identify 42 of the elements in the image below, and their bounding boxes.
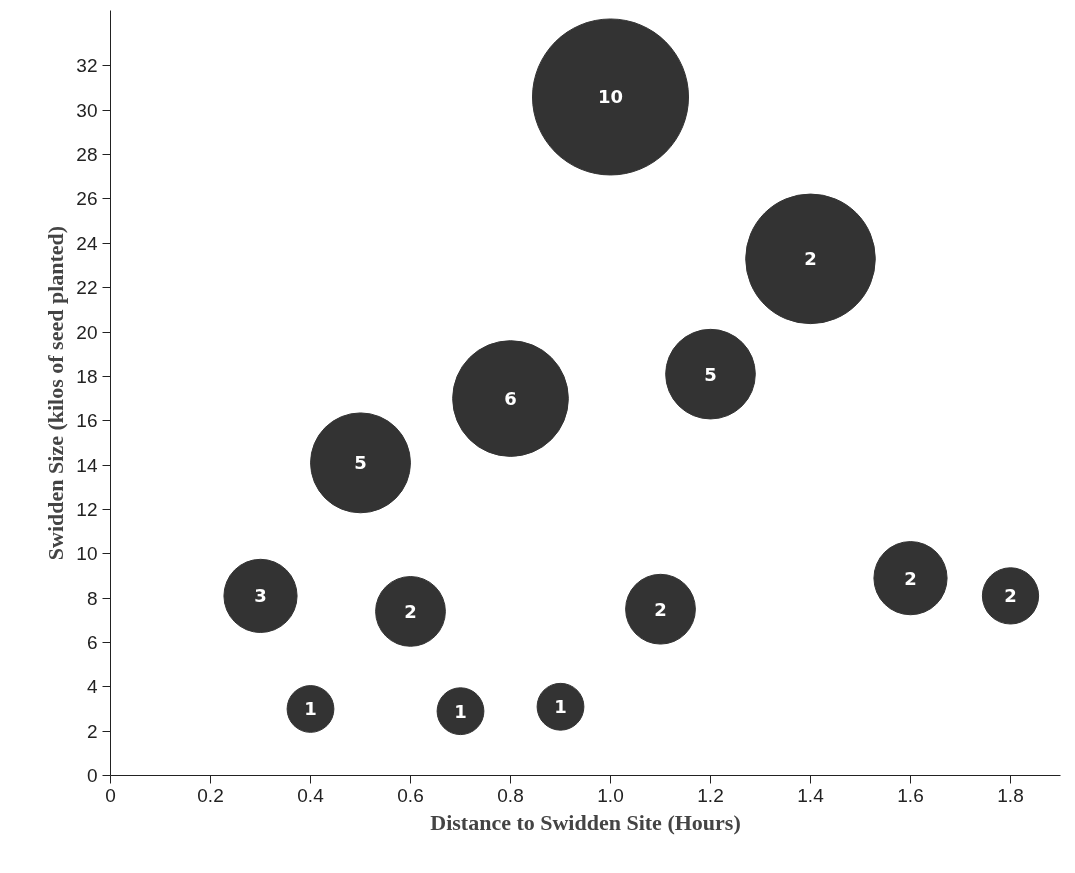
y-tick-label: 8 — [86, 587, 98, 609]
y-tick-label: 14 — [76, 454, 98, 476]
x-axis-title: Distance to Swidden Site (Hours) — [430, 809, 741, 835]
y-tick-label: 26 — [76, 188, 98, 210]
x-tick-label: 0.4 — [297, 784, 325, 806]
y-tick-label: 0 — [86, 765, 98, 786]
annotation: 2 — [904, 567, 917, 589]
annotation: 10 — [597, 86, 624, 108]
annotation: 1 — [554, 696, 567, 718]
annotation: 2 — [654, 598, 667, 620]
annotation: 2 — [404, 600, 417, 622]
annotation: 1 — [304, 698, 317, 720]
y-tick-label: 24 — [76, 232, 98, 254]
y-tick-label: 16 — [76, 410, 98, 432]
annotation: 2 — [1004, 585, 1017, 607]
annotation: 2 — [804, 248, 817, 270]
y-tick-label: 30 — [76, 99, 98, 121]
x-tick-label: 1.8 — [997, 784, 1024, 806]
y-tick-label: 18 — [76, 365, 98, 387]
y-tick-label: 10 — [76, 543, 98, 565]
annotation: 5 — [354, 452, 367, 474]
y-axis-title: Swidden Size (kilos of seed planted) — [43, 225, 69, 561]
y-tick-label: 32 — [76, 55, 98, 77]
y-tick-label: 2 — [86, 720, 98, 742]
y-tick-label: 22 — [76, 277, 98, 299]
x-tick-label: 1.4 — [797, 784, 825, 806]
x-tick-label: 1.0 — [597, 784, 624, 806]
x-tick-label: 1.6 — [897, 784, 924, 806]
x-tick-label: 0.8 — [497, 784, 524, 806]
annotation: 3 — [254, 585, 267, 607]
annotation: 5 — [704, 363, 717, 385]
x-tick-label: 1.2 — [697, 784, 724, 806]
x-tick-label: 0 — [105, 784, 116, 806]
y-tick-label: 28 — [76, 144, 98, 166]
y-tick-label: 20 — [76, 321, 98, 343]
annotation: 1 — [454, 700, 467, 722]
annotation: 6 — [504, 388, 517, 410]
x-tick-label: 0.2 — [197, 784, 224, 806]
y-tick-label: 6 — [86, 631, 98, 653]
y-tick-label: 12 — [76, 498, 98, 520]
x-tick-label: 0.6 — [397, 784, 424, 806]
y-tick-label: 4 — [86, 676, 98, 698]
